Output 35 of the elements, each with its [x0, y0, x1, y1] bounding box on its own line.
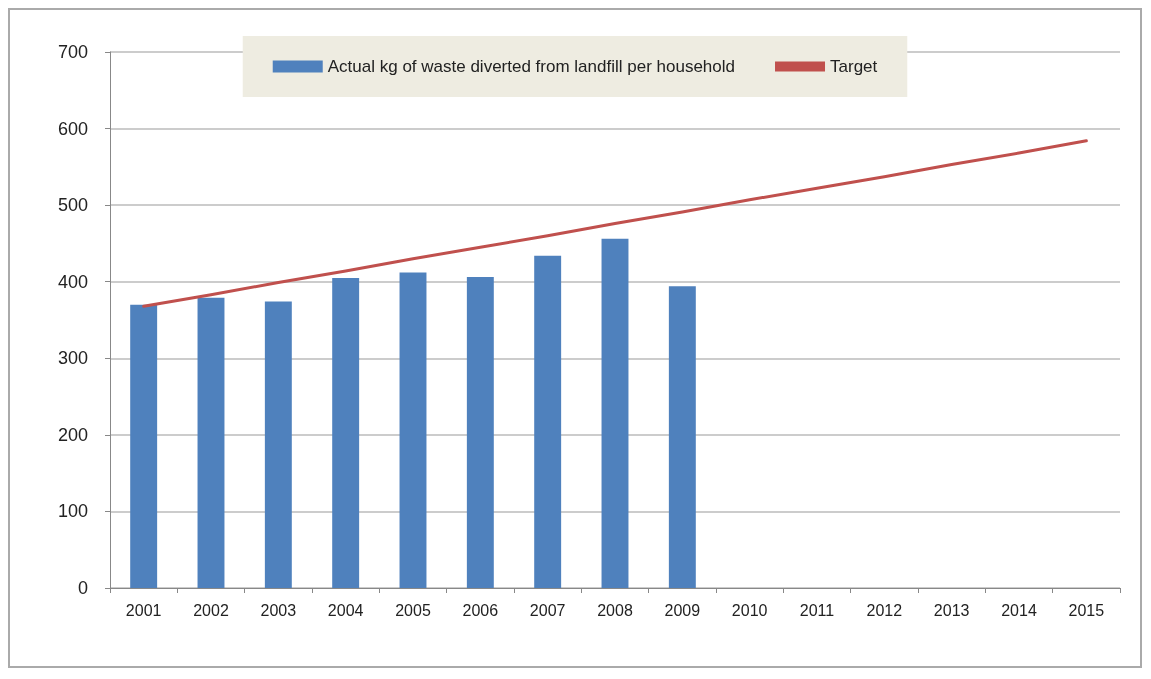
y-tick-label: 700: [57, 42, 88, 62]
x-tick-label: 2011: [799, 601, 835, 619]
x-tick-label: 2008: [597, 601, 633, 619]
x-tick-label: 2015: [1068, 601, 1105, 619]
bar: [399, 272, 427, 588]
x-tick-label: 2003: [260, 601, 297, 619]
x-tick-label: 2005: [395, 601, 431, 619]
bar: [130, 304, 158, 588]
y-tick-label: 200: [57, 424, 88, 445]
bar: [466, 277, 494, 588]
x-tick-label: 2009: [664, 601, 701, 619]
x-tick-label: 2007: [529, 601, 566, 619]
y-tick-label: 300: [57, 348, 88, 369]
x-tick-label: 2001: [125, 601, 162, 619]
x-tick-label: 2010: [731, 601, 768, 619]
bar: [332, 277, 360, 588]
bar: [668, 286, 696, 588]
bar: [601, 238, 629, 588]
x-tick-label: 2013: [933, 601, 970, 619]
y-tick-label: 0: [77, 578, 88, 598]
line-series: [142, 139, 1088, 308]
y-tick-label: 500: [57, 195, 88, 216]
y-tick-label: 100: [57, 501, 88, 522]
x-tick-label: 2014: [1001, 601, 1037, 619]
x-tick-label: 2004: [327, 601, 364, 619]
legend-label: Actual kg of waste diverted from landfill per household: [327, 57, 736, 76]
legend-label: Target: [830, 57, 878, 76]
bar: [197, 297, 225, 588]
x-tick-label: 2002: [193, 601, 229, 619]
bar: [264, 301, 292, 588]
bar: [534, 255, 562, 588]
x-tick-label: 2006: [462, 601, 499, 619]
y-tick-label: 400: [57, 271, 88, 292]
x-tick-label: 2012: [866, 601, 903, 619]
y-tick-label: 600: [57, 118, 88, 139]
